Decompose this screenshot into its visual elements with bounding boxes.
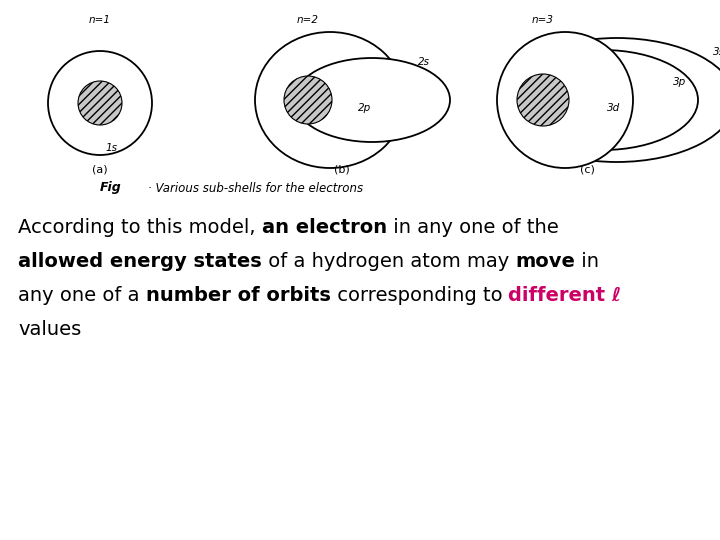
Ellipse shape (284, 76, 332, 124)
Text: Fig: Fig (100, 181, 122, 194)
Text: (a): (a) (92, 165, 108, 175)
Text: in: in (575, 252, 599, 271)
Text: n=1: n=1 (89, 15, 111, 25)
Text: n=3: n=3 (532, 15, 554, 25)
Text: (c): (c) (580, 165, 595, 175)
Text: move: move (516, 252, 575, 271)
Text: of a hydrogen atom may: of a hydrogen atom may (262, 252, 516, 271)
Ellipse shape (497, 32, 633, 168)
Text: 1s: 1s (105, 143, 117, 153)
Ellipse shape (508, 50, 698, 150)
Text: number of orbits: number of orbits (145, 286, 330, 305)
Ellipse shape (255, 32, 405, 168)
Text: in any one of the: in any one of the (387, 218, 559, 237)
Text: 2s: 2s (418, 57, 430, 67)
Text: allowed energy states: allowed energy states (18, 252, 262, 271)
Ellipse shape (78, 81, 122, 125)
Text: 3p: 3p (673, 77, 686, 87)
Text: different ℓ: different ℓ (508, 286, 621, 305)
Text: 3d: 3d (607, 103, 620, 113)
Ellipse shape (499, 38, 720, 162)
Text: corresponding to: corresponding to (330, 286, 508, 305)
Ellipse shape (48, 51, 152, 155)
Text: 2p: 2p (358, 103, 372, 113)
Text: (b): (b) (334, 165, 350, 175)
Ellipse shape (517, 74, 569, 126)
Text: n=2: n=2 (297, 15, 319, 25)
Text: According to this model,: According to this model, (18, 218, 262, 237)
Text: any one of a: any one of a (18, 286, 145, 305)
Text: values: values (18, 320, 81, 339)
Text: an electron: an electron (262, 218, 387, 237)
Ellipse shape (294, 58, 450, 142)
Text: · Various sub-shells for the electrons: · Various sub-shells for the electrons (148, 181, 363, 194)
Text: 3s: 3s (713, 47, 720, 57)
